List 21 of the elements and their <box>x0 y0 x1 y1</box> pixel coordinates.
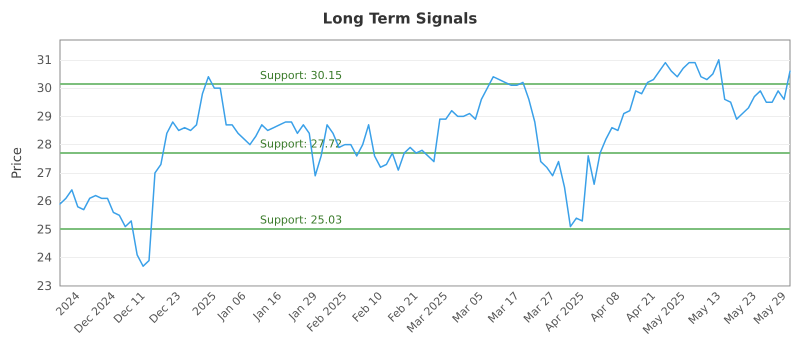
y-tick-label: 28 <box>36 138 52 152</box>
ref-line-label: Support: 30.15 <box>260 68 342 82</box>
line-series <box>59 59 791 267</box>
x-tick-label: Jan 16 <box>250 289 284 324</box>
x-tick-label: Apr 08 <box>587 289 622 324</box>
y-tick-label: 30 <box>36 81 52 96</box>
y-tick-label: 27 <box>36 166 52 180</box>
x-tick-label: Jan 06 <box>214 289 249 324</box>
x-tick-label: Feb 10 <box>350 289 386 325</box>
x-tick-label: Mar 05 <box>450 289 486 326</box>
chart-title: Long Term Signals <box>322 10 478 28</box>
x-tick-label: Dec 23 <box>146 289 184 326</box>
y-tick-label: 23 <box>36 279 52 293</box>
x-tick-label: Mar 17 <box>485 289 522 326</box>
y-tick-label: 26 <box>36 194 52 208</box>
y-tick-label: 31 <box>36 52 52 67</box>
y-tick-label: 24 <box>36 250 52 265</box>
y-tick-label: 25 <box>36 222 52 236</box>
ref-line-label: Support: 25.03 <box>260 214 342 227</box>
y-axis-title: Price <box>10 147 25 179</box>
y-tick-label: 29 <box>36 109 52 124</box>
